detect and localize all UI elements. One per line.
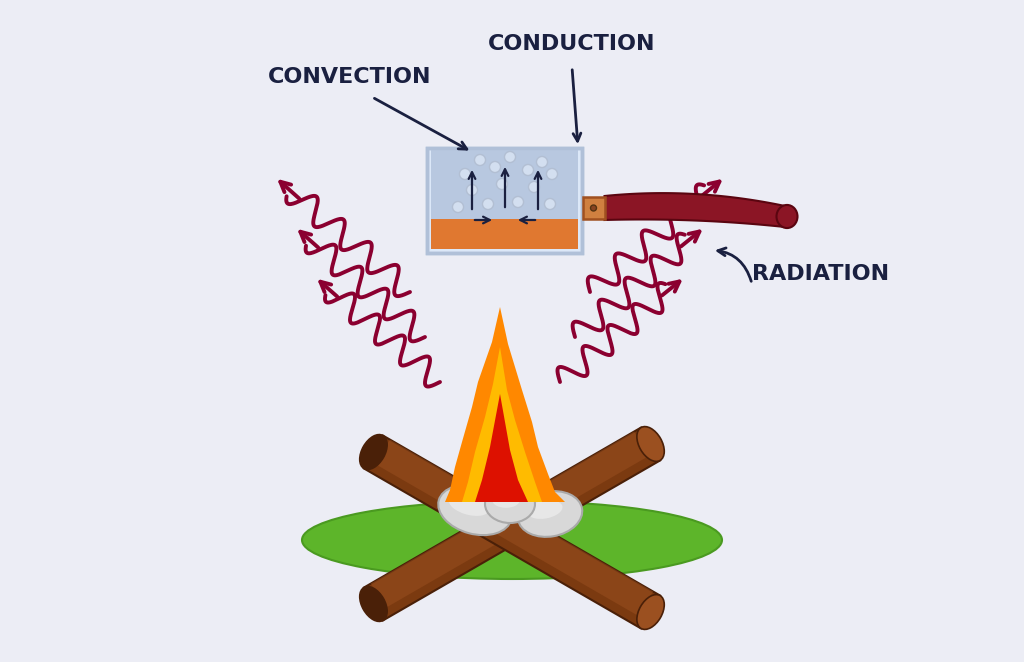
Circle shape [505,152,515,162]
Ellipse shape [438,485,512,535]
Ellipse shape [518,491,583,537]
FancyBboxPatch shape [583,197,604,219]
Circle shape [545,199,555,209]
Circle shape [467,185,477,195]
Ellipse shape [449,495,489,516]
Ellipse shape [359,587,387,622]
FancyBboxPatch shape [427,148,583,252]
Ellipse shape [527,500,562,519]
Ellipse shape [776,205,798,228]
Polygon shape [364,428,660,620]
Circle shape [537,156,548,167]
Circle shape [482,199,494,209]
Circle shape [453,201,464,213]
Circle shape [512,197,523,207]
Polygon shape [462,347,542,502]
Polygon shape [364,436,660,628]
Circle shape [460,169,470,179]
Circle shape [528,181,540,193]
Polygon shape [488,452,512,502]
Polygon shape [376,440,653,616]
FancyBboxPatch shape [431,218,579,248]
Polygon shape [475,394,528,502]
Text: RADIATION: RADIATION [752,264,889,284]
Text: CONDUCTION: CONDUCTION [488,34,655,54]
Polygon shape [445,307,565,502]
FancyBboxPatch shape [431,150,579,218]
Text: CONVECTION: CONVECTION [268,67,432,87]
Ellipse shape [493,493,520,508]
Ellipse shape [637,594,665,630]
Circle shape [489,162,501,173]
Polygon shape [371,432,648,608]
Ellipse shape [637,426,665,461]
Circle shape [497,179,508,189]
Ellipse shape [302,501,722,579]
Circle shape [522,164,534,175]
Circle shape [474,154,485,166]
Ellipse shape [359,434,387,469]
Circle shape [591,205,597,211]
Ellipse shape [485,485,535,523]
Circle shape [547,169,557,179]
Polygon shape [604,193,785,227]
